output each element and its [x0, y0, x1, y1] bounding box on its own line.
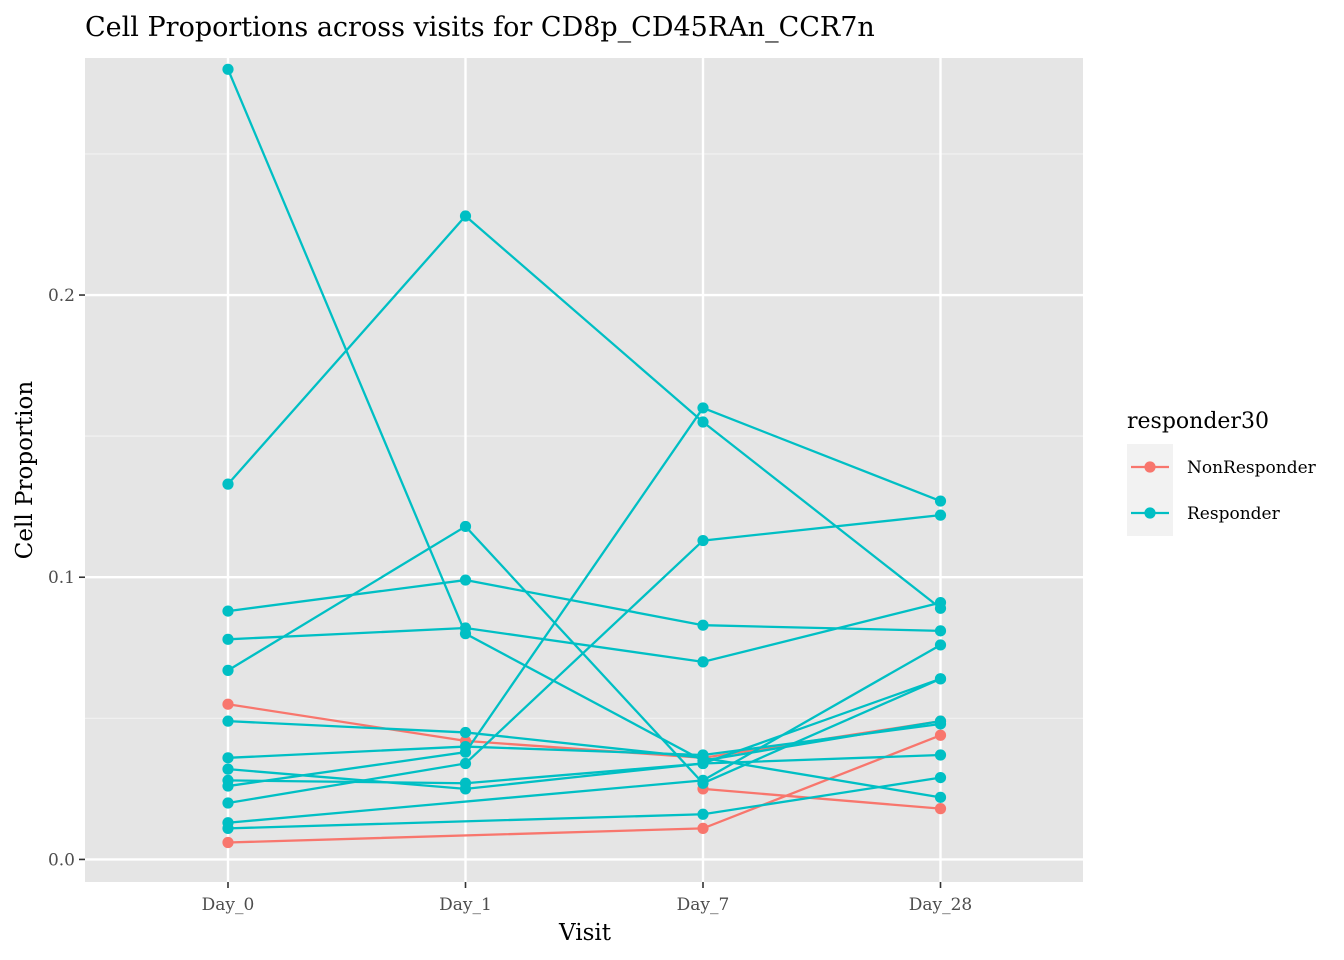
data-point-responder	[222, 633, 234, 645]
data-point-nonresponder	[222, 836, 234, 849]
data-point-responder	[697, 757, 709, 770]
x-tick-label: Day_7	[677, 895, 730, 915]
data-point-responder	[934, 791, 947, 803]
series-line-nonresponder	[702, 787, 941, 810]
series-line-responder	[227, 722, 941, 759]
series-points	[222, 63, 947, 849]
data-point-responder	[697, 656, 709, 668]
y-tick-label: 0.0	[48, 850, 75, 870]
data-point-responder	[459, 746, 472, 758]
series-line-responder	[227, 753, 941, 791]
x-axis-title: Visit	[558, 920, 612, 946]
x-axis: Day_0 Day_1 Day_7 Day_28	[202, 882, 973, 915]
data-point-responder	[934, 495, 947, 507]
data-point-nonresponder	[222, 698, 234, 710]
data-point-nonresponder	[697, 822, 709, 834]
data-point-responder	[697, 402, 709, 414]
data-point-responder	[459, 777, 472, 789]
legend-label: NonResponder	[1187, 458, 1317, 478]
data-point-responder	[934, 673, 947, 685]
y-axis: 0.0 0.1 0.2	[48, 286, 85, 870]
data-point-responder	[222, 780, 234, 792]
data-point-responder	[222, 664, 234, 676]
data-point-responder	[222, 822, 234, 834]
series-line-responder	[227, 514, 941, 805]
series-line-responder	[227, 214, 942, 610]
data-point-responder	[697, 749, 709, 761]
data-point-responder	[934, 509, 947, 521]
data-point-responder	[934, 771, 947, 784]
legend-title: responder30	[1127, 409, 1269, 434]
x-tick-label: Day_1	[439, 895, 492, 915]
data-point-responder	[934, 749, 947, 761]
y-tick-label: 0.1	[48, 568, 75, 588]
data-point-responder	[459, 574, 472, 586]
data-point-responder	[222, 797, 234, 809]
legend: responder30 NonResponder Responder	[1127, 409, 1317, 536]
chart-title: Cell Proportions across visits for CD8p_…	[85, 12, 875, 43]
series-line-responder	[227, 406, 941, 788]
data-point-responder	[697, 774, 709, 787]
data-point-responder	[697, 534, 709, 547]
data-point-responder	[222, 605, 234, 617]
data-point-responder	[697, 808, 709, 820]
data-point-responder	[697, 619, 709, 631]
data-point-responder	[934, 718, 947, 730]
series-line-responder	[227, 677, 941, 785]
data-point-responder	[697, 416, 709, 428]
data-point-responder	[222, 752, 234, 764]
grid-minor	[85, 153, 1083, 719]
data-point-nonresponder	[934, 803, 947, 815]
data-point-nonresponder	[934, 729, 947, 741]
y-axis-title: Cell Proportion	[12, 381, 38, 560]
data-point-responder	[934, 625, 947, 637]
data-point-responder	[222, 63, 234, 75]
series-line-responder	[227, 578, 941, 632]
x-tick-label: Day_0	[202, 895, 255, 915]
series-line-responder	[227, 720, 941, 799]
legend-key-point	[1144, 461, 1156, 473]
data-point-responder	[459, 622, 472, 634]
data-point-responder	[222, 478, 234, 490]
data-point-responder	[459, 210, 472, 222]
data-point-responder	[459, 757, 472, 770]
data-point-responder	[459, 520, 472, 533]
data-point-responder	[934, 597, 947, 609]
y-tick-label: 0.2	[48, 286, 75, 306]
data-point-responder	[459, 726, 472, 739]
grid-major	[85, 58, 1083, 882]
legend-label: Responder	[1187, 504, 1281, 524]
data-point-responder	[222, 763, 234, 775]
series-line-responder	[227, 524, 941, 785]
x-tick-label: Day_28	[909, 895, 973, 915]
legend-key-point	[1144, 507, 1156, 519]
data-point-responder	[222, 715, 234, 727]
series-line-responder	[227, 601, 941, 664]
data-point-responder	[934, 639, 947, 651]
